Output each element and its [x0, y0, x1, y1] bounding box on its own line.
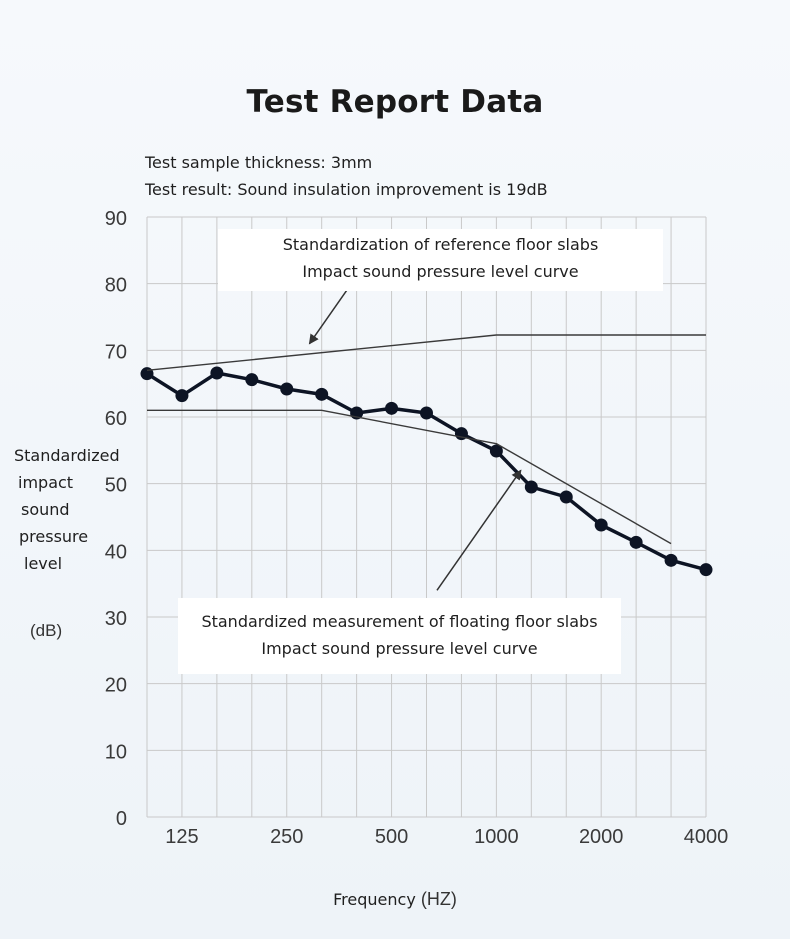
series-line-2: [147, 409, 672, 545]
reference-curve-annotation: Standardization of reference floor slabs…: [218, 229, 663, 291]
y-axis-label-line-4: pressure: [19, 527, 89, 546]
x-tick-label: 1000: [474, 826, 519, 848]
y-axis-label-line-2: impact: [18, 473, 74, 492]
data-point: [489, 444, 503, 458]
x-tick-label: 250: [270, 826, 303, 848]
x-axis-label-text: Frequency: [333, 890, 416, 909]
data-point: [420, 406, 433, 420]
data-point: [245, 373, 259, 387]
measurement-curve-annotation: Standardized measurement of floating flo…: [178, 598, 621, 674]
reference-annotation-line-2: Impact sound pressure level curve: [302, 262, 579, 281]
measurement-annotation-line-2: Impact sound pressure level curve: [261, 639, 538, 658]
reference-annotation-line-1: Standardization of reference floor slabs: [282, 235, 599, 254]
y-tick-label: 40: [105, 541, 127, 563]
y-tick-label: 30: [105, 608, 127, 630]
y-tick-label: 10: [105, 741, 127, 763]
y-tick-label: 90: [105, 208, 127, 230]
x-tick-label: 125: [165, 826, 198, 848]
x-tick-label: 500: [375, 826, 408, 848]
data-point: [210, 366, 224, 380]
data-point: [524, 480, 538, 494]
data-point: [699, 563, 713, 577]
y-axis-label-line-5: level: [24, 554, 63, 573]
chart-title: Test Report Data: [246, 84, 544, 120]
y-tick-label: 60: [105, 408, 127, 430]
series-line-1: [146, 334, 706, 372]
subtitle-thickness: Test sample thickness: 3mm: [145, 153, 373, 172]
y-axis-label-line-1: Standardized: [14, 446, 120, 465]
x-axis-unit: (HZ): [420, 889, 457, 909]
data-point: [140, 367, 154, 381]
data-point: [664, 553, 678, 567]
annotation-arrow-1: [436, 469, 522, 591]
y-axis-label-line-3: sound: [21, 500, 70, 519]
y-tick-label: 70: [105, 341, 127, 363]
annotation-arrow-0: [308, 283, 352, 345]
data-point: [629, 535, 643, 549]
y-tick-label: 20: [105, 675, 127, 697]
y-tick-label: 0: [116, 808, 127, 830]
subtitle-result: Test result: Sound insulation improvemen…: [145, 180, 548, 199]
data-point: [280, 382, 294, 396]
data-point: [385, 401, 399, 415]
data-point: [594, 518, 608, 532]
y-axis-label: Standardized impact sound pressure level: [8, 442, 138, 577]
data-point: [559, 490, 573, 504]
x-tick-label: 2000: [579, 826, 624, 848]
y-axis-unit: (dB): [30, 621, 63, 640]
x-axis-label: Frequency (HZ): [0, 889, 790, 910]
data-point: [175, 389, 189, 403]
x-tick-label: 4000: [684, 826, 729, 848]
y-tick-label: 80: [105, 275, 127, 297]
y-tick-label: 50: [105, 475, 127, 497]
measurement-annotation-line-1: Standardized measurement of floating flo…: [201, 612, 598, 631]
data-point: [315, 387, 329, 401]
